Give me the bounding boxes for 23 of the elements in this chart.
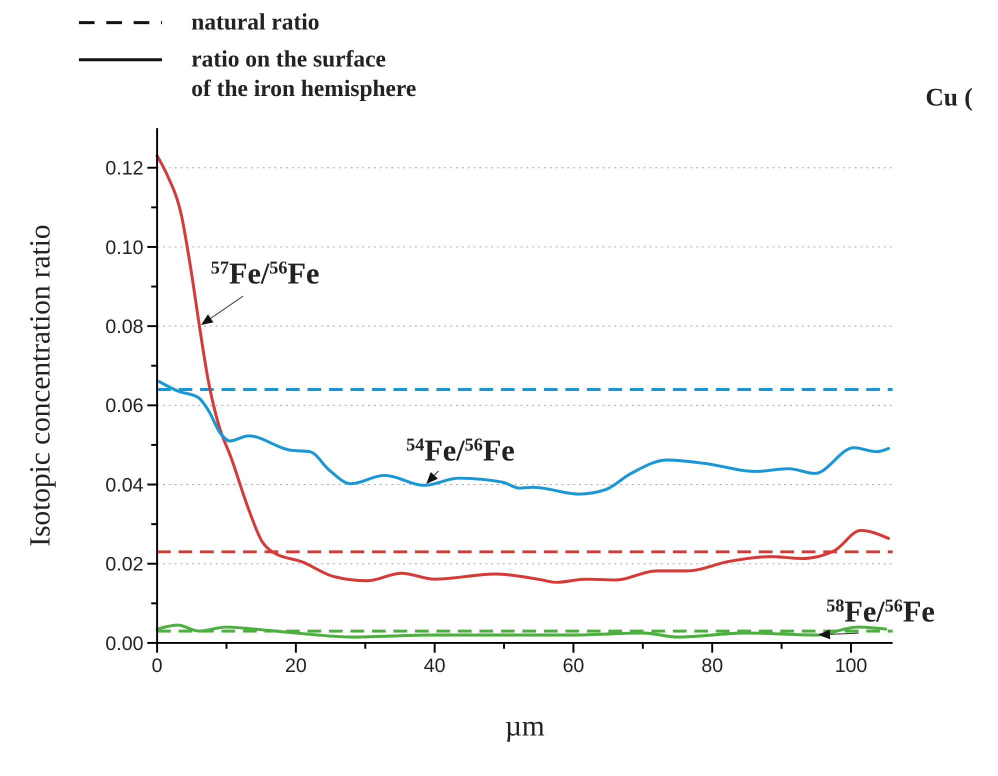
y-axis-title: Isotopic concentration ratio — [24, 224, 57, 547]
x-tick-label: 40 — [424, 655, 446, 678]
line-series — [156, 154, 890, 584]
series-label: $^{58}$Fe/$^{56}$Fe — [826, 594, 935, 628]
series-label: $^{57}$Fe/$^{56}$Fe — [210, 256, 320, 290]
text: ratio on the surface of the iron hemisphere — [191, 46, 416, 102]
x-tick-label: 20 — [285, 655, 307, 678]
y-tick-label: 0.06 — [105, 395, 144, 418]
text: Cu ( — [925, 84, 973, 112]
x-tick-label: 0 — [152, 655, 163, 678]
x-tick-label: 80 — [701, 655, 724, 678]
x-tick-label: 60 — [562, 655, 584, 678]
y-tick-label: 0.10 — [105, 236, 144, 259]
y-tick-label: 0.08 — [105, 316, 144, 338]
y-tick-label: 0.12 — [105, 158, 144, 180]
y-tick-label: 0.04 — [105, 474, 144, 496]
text: natural ratio — [191, 9, 320, 36]
y-tick-label: 0.00 — [105, 632, 144, 655]
line-series — [158, 380, 890, 496]
x-axis-title: µm — [505, 710, 545, 743]
x-tick-label: 100 — [834, 655, 868, 678]
y-tick-label: 0.02 — [105, 554, 144, 576]
series-label: $^{54}$Fe/$^{56}$Fe — [406, 433, 515, 468]
